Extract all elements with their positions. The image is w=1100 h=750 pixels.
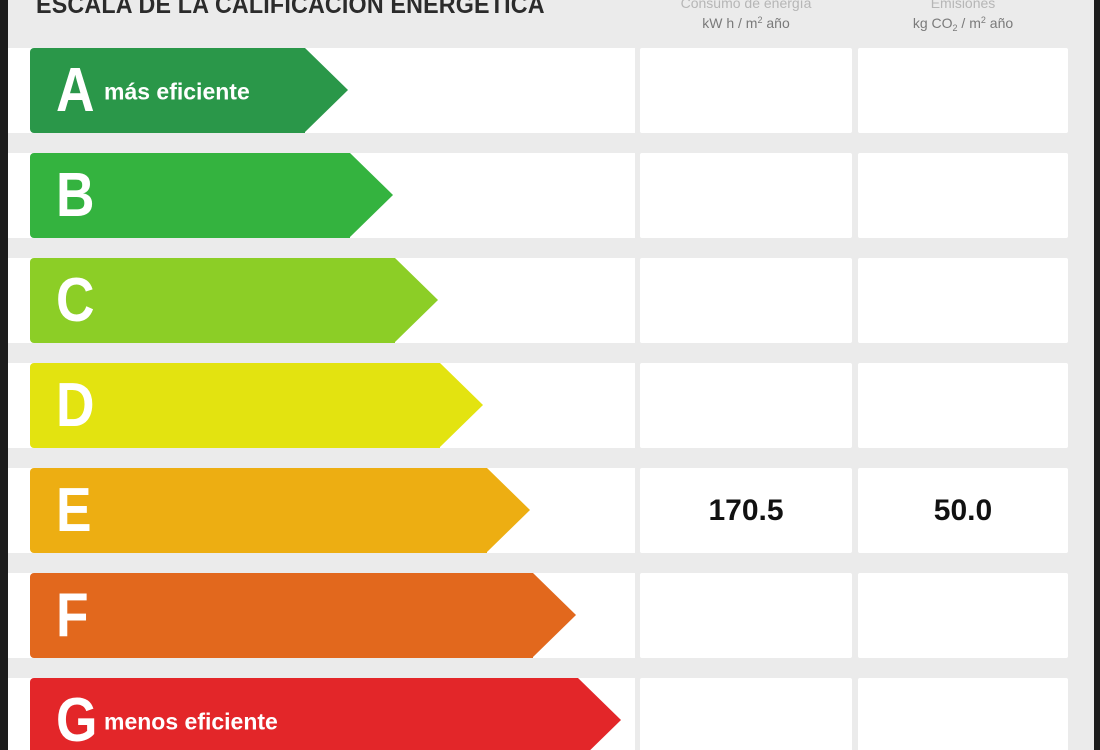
band-efficiency-label: más eficiente (104, 78, 250, 105)
band-row-e: E 170.5 50.0 (0, 468, 1100, 553)
band-arrow-e: E (30, 468, 530, 553)
band-letter: D (56, 370, 95, 440)
band-letter: C (56, 265, 95, 335)
left-edge-border (0, 0, 8, 750)
emisiones-value-cell (858, 48, 1068, 133)
band-efficiency-label: menos eficiente (104, 708, 278, 735)
band-arrow-tip (305, 48, 348, 132)
band-arrow-tip (350, 153, 393, 237)
consumo-value-cell (640, 573, 852, 658)
column-header-emisiones-line1: Emisiones (930, 0, 996, 11)
band-letter: F (56, 580, 89, 650)
band-arrow-tip (440, 363, 483, 447)
band-arrow-body (30, 258, 395, 343)
band-arrow-d: D (30, 363, 483, 448)
consumo-value-cell (640, 258, 852, 343)
band-arrow-tip (487, 468, 530, 552)
consumo-value-cell (640, 48, 852, 133)
column-header-emisiones-units: kg CO2 / m2 año (912, 15, 1014, 33)
band-arrow-body (30, 363, 440, 448)
band-arrow-tip (395, 258, 438, 342)
emisiones-value-cell (858, 678, 1068, 750)
band-row-c: C (0, 258, 1100, 343)
emisiones-value-cell: 50.0 (858, 468, 1068, 553)
emisiones-value-cell (858, 573, 1068, 658)
band-arrow-c: C (30, 258, 438, 343)
band-arrow-body (30, 678, 578, 750)
band-arrow-tip (578, 678, 621, 750)
emisiones-value-cell (858, 363, 1068, 448)
band-letter: G (56, 685, 98, 750)
band-letter: E (56, 475, 92, 545)
consumo-value-cell (640, 363, 852, 448)
emisiones-value-cell (858, 153, 1068, 238)
column-header-consumo-line1: Consumo de energía (680, 0, 812, 11)
band-arrow-b: B (30, 153, 393, 238)
consumo-value-cell: 170.5 (640, 468, 852, 553)
band-arrow-f: F (30, 573, 576, 658)
column-header-emisiones: Emisiones kg CO2 / m2 año (858, 0, 1068, 35)
band-arrow-body (30, 153, 350, 238)
page-title: ESCALA DE LA CALIFICACIÓN ENERGÉTICA (36, 0, 545, 19)
consumo-value-cell (640, 153, 852, 238)
band-arrow-body (30, 573, 533, 658)
band-arrow-body (30, 48, 305, 133)
right-edge-border (1094, 0, 1100, 750)
band-letter: B (56, 160, 95, 230)
column-header-consumo: Consumo de energía kW h / m2 año (640, 0, 852, 35)
band-arrow-body (30, 468, 487, 553)
band-arrow-tip (533, 573, 576, 657)
band-row-b: B (0, 153, 1100, 238)
band-row-d: D (0, 363, 1100, 448)
consumo-value-cell (640, 678, 852, 750)
band-letter: A (56, 55, 95, 125)
band-row-f: F (0, 573, 1100, 658)
emisiones-value-cell (858, 258, 1068, 343)
column-header-consumo-units: kW h / m2 año (702, 15, 790, 31)
